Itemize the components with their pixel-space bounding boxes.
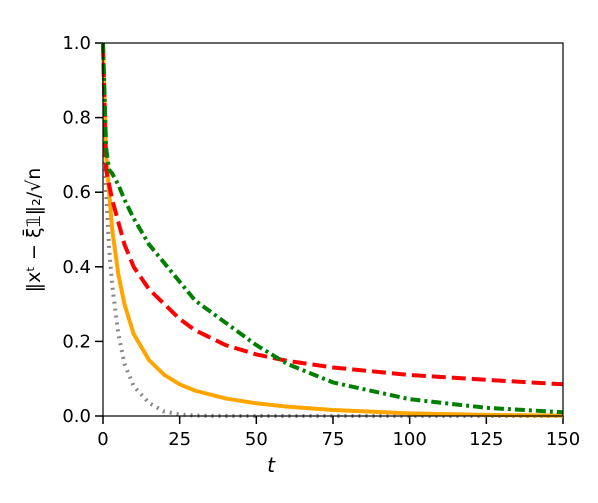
x-tick-label: 150: [546, 429, 580, 450]
x-tick-label: 100: [392, 429, 426, 450]
x-tick-label: 125: [469, 429, 503, 450]
y-tick-label: 0.0: [62, 406, 91, 427]
y-tick-label: 0.2: [62, 331, 91, 352]
y-tick-label: 1.0: [62, 33, 91, 54]
y-tick-label: 0.6: [62, 182, 91, 203]
series-line: [101, 42, 564, 415]
x-tick-label: 50: [245, 429, 268, 450]
y-tick-label: 0.8: [62, 108, 91, 129]
series-line: [101, 42, 563, 418]
x-tick-label: 75: [322, 429, 345, 450]
x-tick-label: 0: [97, 429, 108, 450]
x-axis-label: t: [267, 453, 276, 477]
series-line: [101, 42, 564, 418]
series-line: [101, 42, 564, 387]
plot-frame: [102, 42, 564, 417]
y-axis-label: ‖xᵗ − ξ̄𝟙‖₂/√n: [21, 168, 45, 293]
x-tick-label: 25: [168, 429, 191, 450]
y-tick-label: 0.4: [62, 257, 91, 278]
